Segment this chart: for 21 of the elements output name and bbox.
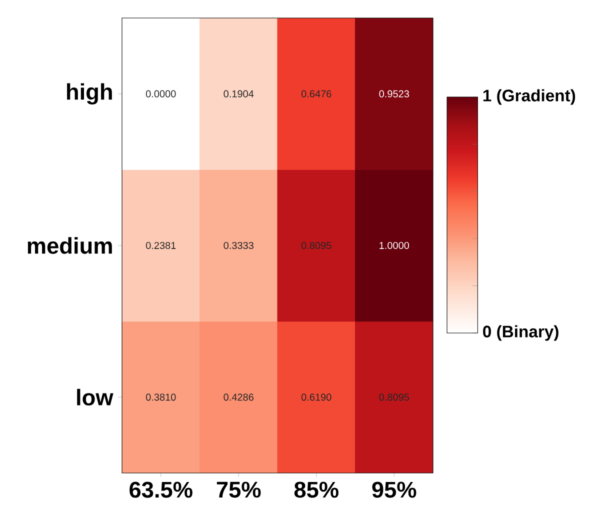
data-label: 0.3810 [146, 394, 176, 401]
data-label: 0.9523 [379, 90, 409, 98]
data-label: 0.8095 [379, 394, 409, 401]
x-tick-label: 85% [294, 482, 338, 498]
data-label: 0.1904 [224, 90, 254, 98]
y-tick-label: medium [28, 237, 112, 254]
data-label: 0.6476 [301, 90, 332, 98]
data-label: 0.6190 [301, 394, 332, 401]
data-label: 0.2381 [146, 242, 176, 250]
data-label: 0.8095 [301, 242, 332, 250]
color-bar-label: 1 (Gradient) [483, 89, 576, 105]
data-label: 1.0000 [380, 242, 410, 250]
data-label: 0.0000 [146, 90, 176, 98]
y-tick-label: low [77, 388, 114, 406]
x-tick-label: 95% [372, 482, 416, 498]
y-tick-label: high [67, 83, 112, 104]
color-bar-label: 0 (Binary) [483, 325, 558, 341]
data-label: 0.4286 [224, 394, 254, 401]
x-tick-label: 63.5% [130, 482, 192, 498]
x-tick-label: 75% [216, 482, 261, 498]
data-label: 0.3333 [224, 242, 254, 250]
